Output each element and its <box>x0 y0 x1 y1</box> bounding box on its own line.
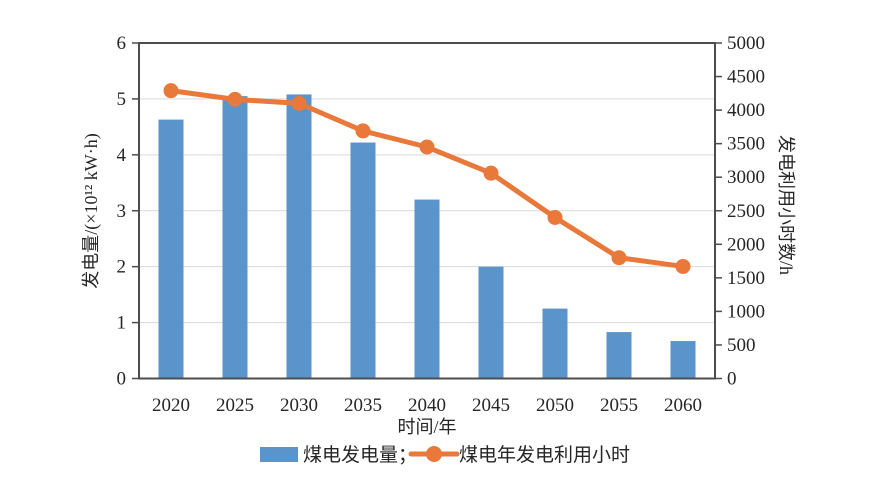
right-axis-tick-label: 0 <box>727 369 737 390</box>
left-axis-tick-label: 6 <box>117 33 127 54</box>
left-axis-title: 发电量/(×10¹² kW·h) <box>81 133 102 288</box>
right-axis-tick-label: 5000 <box>727 33 765 54</box>
right-axis-tick-label: 4000 <box>727 100 765 121</box>
left-axis-tick-label: 3 <box>117 201 127 222</box>
bar-2020 <box>158 119 184 379</box>
line-marker-2040 <box>419 139 435 155</box>
bar-2045 <box>478 266 504 379</box>
bar-2060 <box>670 341 696 379</box>
right-axis-tick-label: 4500 <box>727 67 765 88</box>
right-axis-tick-label: 2000 <box>727 234 765 255</box>
right-axis-title: 发电利用小时数/h <box>776 135 796 275</box>
bar-2050 <box>542 308 568 379</box>
x-axis-tick-label-2045: 2045 <box>472 395 510 416</box>
left-axis-tick-label: 4 <box>117 145 127 166</box>
line-marker-2050 <box>547 209 563 225</box>
line-marker-2045 <box>483 165 499 181</box>
right-axis-tick-label: 3500 <box>727 134 765 155</box>
bar-2040 <box>414 199 440 379</box>
line-marker-2020 <box>163 83 179 99</box>
legend-line-marker <box>426 446 442 462</box>
line-marker-2030 <box>291 95 307 111</box>
bar-2030 <box>286 94 312 379</box>
right-axis-tick-label: 1500 <box>727 268 765 289</box>
line-marker-2025 <box>227 91 243 107</box>
x-axis-title: 时间/年 <box>397 417 456 437</box>
x-axis-tick-label-2020: 2020 <box>152 395 190 416</box>
left-axis-tick-label: 0 <box>117 369 127 390</box>
legend-label-utilization-hours: 煤电年发电利用小时 <box>459 444 630 466</box>
line-marker-2060 <box>675 258 691 274</box>
x-axis-tick-label-2055: 2055 <box>600 395 638 416</box>
left-axis-tick-label: 5 <box>117 89 127 110</box>
bar-2025 <box>222 96 248 379</box>
x-axis-tick-label-2040: 2040 <box>408 395 446 416</box>
line-marker-2035 <box>355 123 371 139</box>
right-axis-tick-label: 500 <box>727 335 756 356</box>
left-axis-tick-label: 1 <box>117 313 127 334</box>
right-axis-tick-label: 3000 <box>727 167 765 188</box>
left-axis-tick-label: 2 <box>117 257 127 278</box>
bar-2055 <box>606 332 632 379</box>
bar-2035 <box>350 142 376 379</box>
x-axis-tick-label-2035: 2035 <box>344 395 382 416</box>
line-marker-2055 <box>611 250 627 266</box>
legend-bar-swatch <box>260 447 298 462</box>
legend-label-coal-generation: 煤电发电量； <box>303 444 417 466</box>
x-axis-tick-label-2030: 2030 <box>280 395 318 416</box>
right-axis-tick-label: 2500 <box>727 201 765 222</box>
x-axis-tick-label-2050: 2050 <box>536 395 574 416</box>
x-axis-tick-label-2025: 2025 <box>216 395 254 416</box>
right-axis-tick-label: 1000 <box>727 301 765 322</box>
x-axis-tick-label-2060: 2060 <box>664 395 702 416</box>
